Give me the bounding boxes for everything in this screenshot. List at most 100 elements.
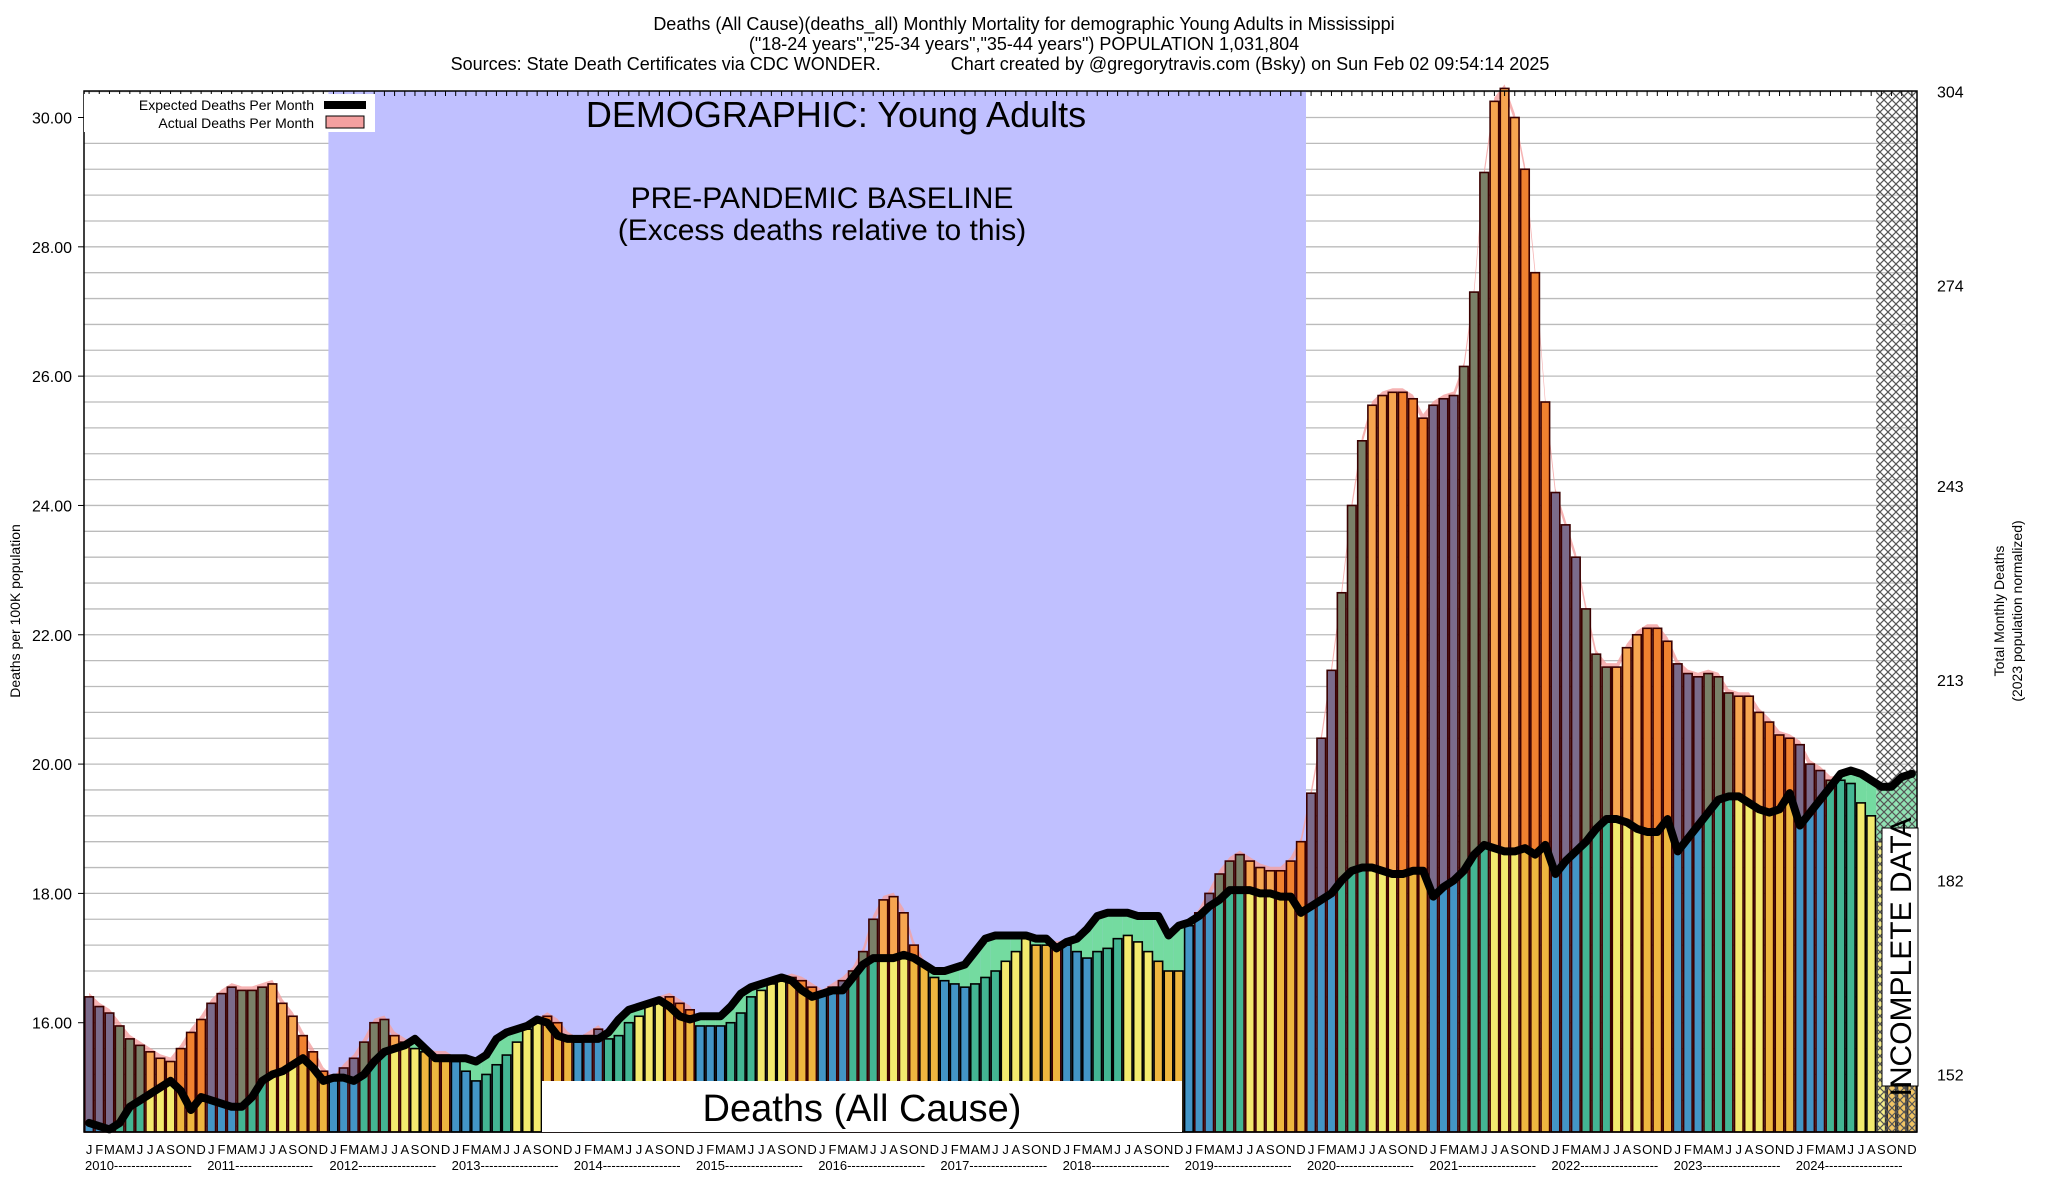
incomplete-data-label: INCOMPLETE DATA <box>1885 818 1918 1097</box>
bar-expected-segment <box>1316 899 1326 1132</box>
bar-2023-10 <box>1764 721 1775 1133</box>
bar-excess-segment <box>207 1003 216 1101</box>
x-month-label: F <box>1684 1142 1692 1157</box>
bar-excess-segment <box>1795 744 1805 826</box>
bar-2022-9 <box>1631 633 1643 1133</box>
bar-expected-segment <box>420 1051 430 1132</box>
bar-expected-segment <box>1500 851 1509 1132</box>
bar-2010-9 <box>165 1060 176 1133</box>
bar-2013-7 <box>511 1041 522 1133</box>
bar-expected-segment <box>1591 828 1601 1132</box>
bar-expected-segment <box>1856 802 1866 1132</box>
x-month-label: A <box>767 1142 776 1157</box>
bar-2011-6 <box>257 986 268 1133</box>
x-year-label: 2017------------------ <box>940 1158 1047 1173</box>
bar-2011-10 <box>297 1034 309 1133</box>
bar-excess-segment <box>257 987 267 1081</box>
bar-2010-1 <box>84 996 95 1133</box>
bar-2019-8 <box>1255 866 1266 1133</box>
bar-2023-8 <box>1743 695 1755 1133</box>
y-right-tick-label: 243 <box>1937 479 1964 496</box>
bar-expected-segment <box>1541 844 1550 1132</box>
bar-excess-segment <box>1530 272 1540 855</box>
x-month-label: A <box>1582 1142 1591 1157</box>
deficit-fill <box>1173 925 1184 972</box>
bar-expected-segment <box>736 1013 746 1132</box>
x-month-label: O <box>542 1142 552 1157</box>
bar-2019-9 <box>1265 869 1276 1133</box>
bar-expected-segment <box>227 1106 236 1132</box>
bar-expected-segment <box>84 1122 94 1132</box>
x-month-label: O <box>1642 1142 1652 1157</box>
x-month-label: J <box>1186 1142 1193 1157</box>
bar-expected-segment <box>176 1090 186 1132</box>
x-month-label: M <box>471 1142 482 1157</box>
bar-expected-segment <box>217 1103 226 1132</box>
bar-excess-segment <box>288 1016 298 1065</box>
x-year-label: 2019------------------ <box>1185 1158 1292 1173</box>
bar-expected-segment <box>431 1058 440 1132</box>
bar-expected-segment <box>1510 851 1520 1132</box>
bar-expected-segment <box>380 1051 389 1132</box>
x-year-label: 2018------------------ <box>1063 1158 1170 1173</box>
x-month-label: A <box>482 1142 491 1157</box>
x-month-label: D <box>930 1142 939 1157</box>
bar-excess-segment <box>1693 676 1703 826</box>
bar-expected-segment <box>1449 880 1458 1132</box>
x-month-label: J <box>259 1142 266 1157</box>
x-month-label: F <box>462 1142 470 1157</box>
x-month-label: M <box>715 1142 726 1157</box>
bar-2024-6 <box>1845 782 1856 1133</box>
x-month-label: J <box>748 1142 755 1157</box>
bar-expected-segment <box>1337 880 1346 1132</box>
bar-expected-segment <box>1306 906 1316 1132</box>
bar-excess-segment <box>1215 874 1224 900</box>
bar-excess-segment <box>1714 676 1723 800</box>
x-month-label: M <box>1448 1142 1459 1157</box>
bar-expected-segment <box>1174 971 1183 1132</box>
bar-expected-segment <box>1092 951 1102 1132</box>
bar-2020-5 <box>1346 504 1357 1133</box>
bar-expected-segment <box>339 1077 348 1132</box>
bar-2012-5 <box>369 1021 380 1133</box>
x-month-label: M <box>247 1142 258 1157</box>
x-month-label: N <box>1286 1142 1295 1157</box>
bar-2013-8 <box>521 1028 533 1133</box>
bar-2020-11 <box>1407 397 1419 1133</box>
bar-excess-segment <box>390 1035 399 1049</box>
x-month-label: A <box>115 1142 124 1157</box>
x-month-label: J <box>1308 1142 1315 1157</box>
bar-expected-segment <box>1663 819 1672 1132</box>
bar-expected-segment <box>156 1087 165 1132</box>
deficit-fill <box>1010 935 1021 952</box>
bar-2019-2 <box>1193 912 1205 1133</box>
bar-expected-segment <box>1072 951 1082 1132</box>
bar-expected-segment <box>471 1080 481 1132</box>
x-month-label: S <box>1877 1142 1886 1157</box>
x-month-label: D <box>1052 1142 1061 1157</box>
bar-expected-segment <box>1052 948 1061 1132</box>
bar-excess-segment <box>1388 392 1397 875</box>
x-month-label: N <box>308 1142 317 1157</box>
deficit-fill <box>623 1009 634 1023</box>
bar-excess-segment <box>1357 440 1367 868</box>
x-month-label: M <box>104 1142 115 1157</box>
y-right-tick-label: 304 <box>1937 85 1964 102</box>
bar-excess-segment <box>1337 592 1346 881</box>
title-line-1: Deaths (All Cause)(deaths_all) Monthly M… <box>653 14 1394 35</box>
bar-expected-segment <box>1408 870 1418 1132</box>
x-month-label: O <box>1886 1142 1896 1157</box>
x-month-label: O <box>176 1142 186 1157</box>
bar-2022-11 <box>1652 627 1663 1133</box>
bar-expected-segment <box>451 1061 460 1132</box>
x-month-label: J <box>1430 1142 1437 1157</box>
x-month-label: A <box>1460 1142 1469 1157</box>
x-month-label: J <box>1114 1142 1121 1157</box>
bar-2011-2 <box>216 992 227 1133</box>
deficit-fill <box>990 935 1001 972</box>
bar-2010-8 <box>155 1057 166 1133</box>
baseline-label: PRE-PANDEMIC BASELINE <box>631 182 1014 215</box>
bar-excess-segment <box>1266 870 1275 894</box>
x-year-label: 2021------------------ <box>1429 1158 1536 1173</box>
bar-2021-6 <box>1479 171 1490 1133</box>
